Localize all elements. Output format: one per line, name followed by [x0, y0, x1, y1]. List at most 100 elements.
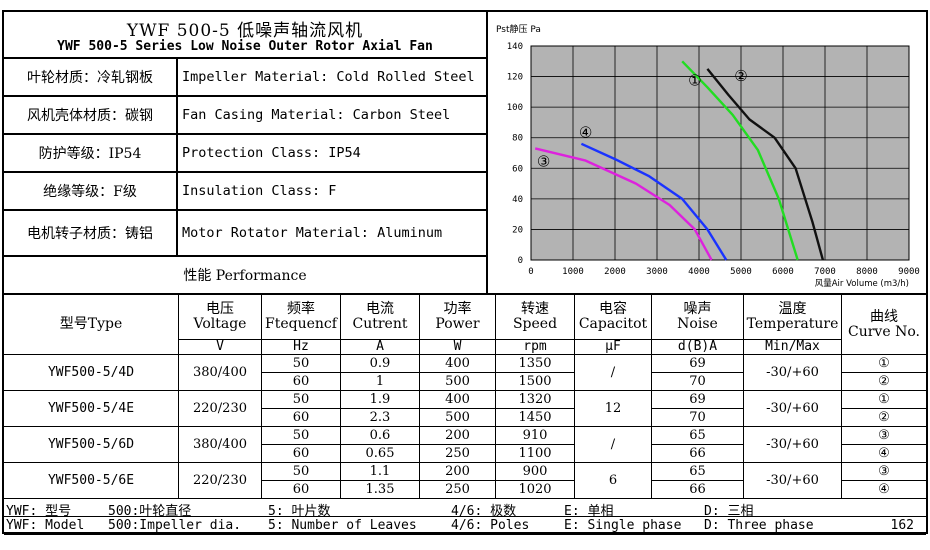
table-cell-frequency: 50 [262, 355, 341, 373]
header-unit-temperature: Min/Max [744, 340, 842, 355]
title-en: YWF 500-5 Series Low Noise Outer Rotor A… [57, 39, 433, 54]
legend-item: 4/6: Poles [451, 518, 530, 533]
performance-label: 性能 Performance [183, 268, 307, 284]
table-cell-power: 400 [420, 391, 496, 409]
table-row-type: YWF500-5/4D [4, 355, 179, 391]
header-label-cn: 型号Type [59, 316, 123, 333]
header-label-cn: 电流 [366, 301, 394, 318]
table-cell-speed: 1320 [496, 391, 575, 409]
curve-marker-1: ① [688, 72, 701, 90]
header-capacitor: 电容 Capacitot [575, 295, 652, 340]
series-line-4 [580, 142, 728, 261]
x-tick-label: 7000 [814, 267, 836, 277]
spec-label-en: Motor Rotator Material: Aluminum [182, 225, 443, 241]
table-row-type: YWF500-5/6D [4, 427, 179, 463]
table-row-capacitor: / [575, 427, 652, 463]
header-label-cn: 电容 [599, 301, 627, 318]
table-row-capacitor: 12 [575, 391, 652, 427]
table-row-voltage: 220/230 [179, 391, 262, 427]
spec-table: 型号Type 电压 Voltage V 频率 Ftequencf Hz 电流 Cutrent A 功… [4, 293, 926, 535]
header-label-cn: 功率 [443, 301, 472, 318]
table-cell-curve: ① [842, 391, 926, 409]
table-row-temperature: -30/+60 [744, 391, 842, 427]
header-frequency: 频率 Ftequencf [262, 295, 341, 340]
table-cell-noise: 65 [652, 427, 744, 445]
table-cell-curve: ② [842, 409, 926, 427]
spec-row-insulation: 绝缘等级：F级 Insulation Class: F [4, 173, 486, 211]
header-voltage: 电压 Voltage [179, 295, 262, 340]
table-cell-noise: 66 [652, 445, 744, 463]
table-cell-power: 400 [420, 355, 496, 373]
header-label-cn: 噪声 [683, 301, 712, 318]
table-cell-frequency: 60 [262, 373, 341, 391]
table-cell-curve: ① [842, 355, 926, 373]
spec-label-cn: 绝缘等级：F级 [4, 173, 178, 209]
table-cell-noise: 69 [652, 355, 744, 373]
spec-label-cn: 防护等级：IP54 [4, 135, 178, 171]
header-label-en: Speed [512, 316, 558, 332]
table-cell-noise: 70 [652, 373, 744, 391]
y-tick-label: 120 [507, 73, 523, 83]
table-cell-curve: ④ [842, 445, 926, 463]
legend-item: 5: Number of Leaves [268, 518, 417, 533]
table-cell-speed: 900 [496, 463, 575, 481]
table-cell-frequency: 60 [262, 409, 341, 427]
y-axis-title: Pst静压 Pa [496, 23, 541, 35]
header-label-en: Cutrent [352, 316, 408, 332]
header-label-cn: 曲线 [870, 308, 898, 325]
table-row-temperature: -30/+60 [744, 427, 842, 463]
curve-marker-4: ④ [579, 124, 592, 142]
table-cell-current: 1 [341, 373, 420, 391]
table-row-type: YWF500-5/6E [4, 463, 179, 499]
table-row-temperature: -30/+60 [744, 463, 842, 499]
table-cell-current: 0.65 [341, 445, 420, 463]
table-cell-frequency: 50 [262, 427, 341, 445]
curve-marker-2: ② [734, 67, 747, 85]
curve-marker-3: ③ [537, 153, 550, 171]
header-label-en: Curve No. [848, 323, 920, 340]
spec-row-impeller: 叶轮材质：冷轧钢板 Impeller Material: Cold Rolled… [4, 59, 486, 97]
legend-item: E: 单相 [564, 504, 614, 519]
header-label-en: Voltage [193, 316, 247, 332]
table-cell-curve: ④ [842, 481, 926, 499]
header-label-en: Ftequencf [265, 316, 337, 332]
header-label-en: Noise [677, 316, 718, 332]
legend-item: YWF: 型号 [6, 504, 72, 519]
x-tick-label: 6000 [772, 267, 794, 277]
table-cell-noise: 65 [652, 463, 744, 481]
table-cell-frequency: 60 [262, 481, 341, 499]
y-tick-label: 0 [518, 256, 523, 266]
table-cell-power: 250 [420, 445, 496, 463]
header-unit-capacitor: μF [575, 340, 652, 355]
title-block: YWF 500-5 低噪声轴流风机 YWF 500-5 Series Low N… [4, 12, 486, 59]
header-label-en: Capacitot [578, 316, 648, 332]
table-cell-current: 1.9 [341, 391, 420, 409]
legend-row-cn: YWF: 型号 500:叶轮直径 5: 叶片数 4/6: 极数 E: 单相 D: 三相 [4, 499, 926, 519]
table-cell-power: 250 [420, 481, 496, 499]
x-tick-label: 1000 [562, 267, 584, 277]
table-cell-power: 200 [420, 463, 496, 481]
table-cell-curve: ③ [842, 463, 926, 481]
table-cell-noise: 66 [652, 481, 744, 499]
table-cell-current: 2.3 [341, 409, 420, 427]
header-label-cn: 电压 [206, 301, 234, 318]
header-label-cn: 转速 [521, 301, 549, 318]
y-tick-label: 140 [507, 42, 523, 52]
legend-item: D: Three phase [704, 518, 814, 533]
plot-area [530, 45, 910, 261]
table-cell-power: 500 [420, 373, 496, 391]
table-row-voltage: 380/400 [179, 355, 262, 391]
spec-label-cn: 风机壳体材质：碳钢 [4, 97, 178, 133]
header-unit-speed: rpm [496, 340, 575, 355]
x-axis-title: 风量Air Volume (m3/h) [815, 279, 909, 289]
x-tick-label: 8000 [856, 267, 878, 277]
table-cell-speed: 1020 [496, 481, 575, 499]
header-curve: 曲线 Curve No. [842, 295, 926, 355]
header-unit-noise: d(B)A [652, 340, 744, 355]
table-cell-speed: 1350 [496, 355, 575, 373]
x-tick-label: 2000 [604, 267, 626, 277]
table-cell-speed: 1500 [496, 373, 575, 391]
spec-row-protection: 防护等级：IP54 Protection Class: IP54 [4, 135, 486, 173]
spec-label-cn: 电机转子材质：铸铝 [4, 211, 178, 255]
spec-label-en: Protection Class: IP54 [182, 145, 361, 161]
